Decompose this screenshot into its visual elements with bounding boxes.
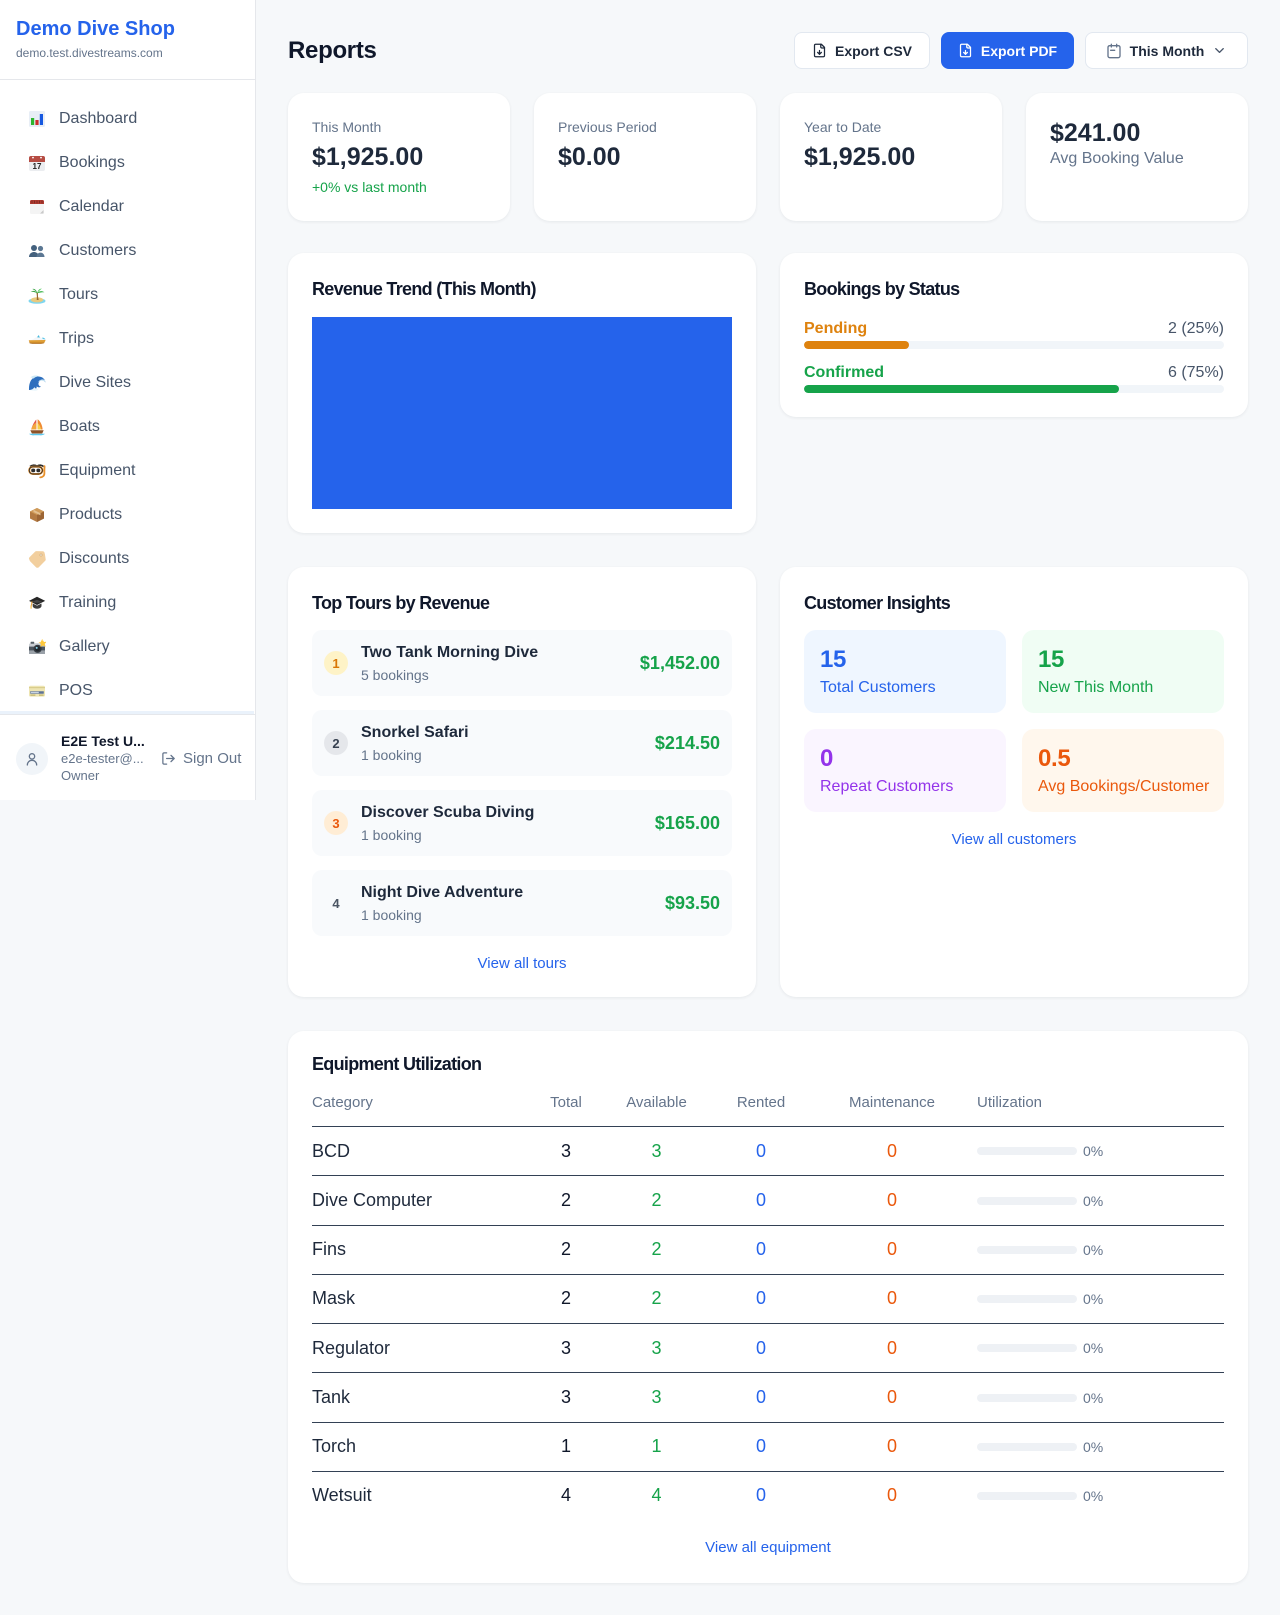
svg-text:17: 17: [33, 162, 42, 171]
